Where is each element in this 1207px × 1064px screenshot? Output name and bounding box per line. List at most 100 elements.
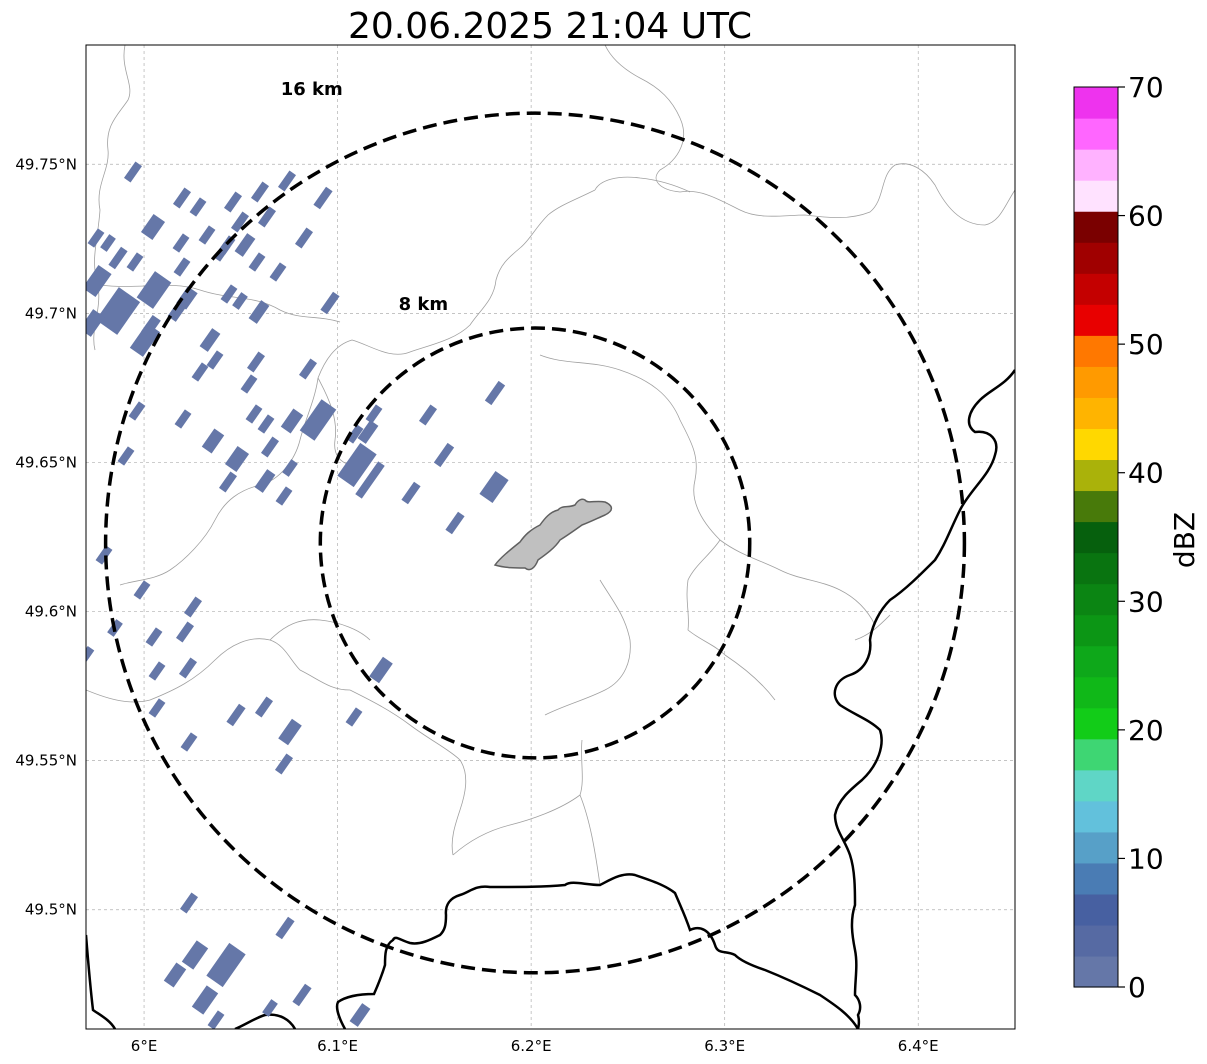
- radar-echo-cell: [260, 436, 280, 458]
- radar-echo-cell: [220, 284, 238, 304]
- colorbar-tick-label: 20: [1128, 714, 1164, 747]
- colorbar-segment: [1074, 614, 1118, 647]
- range-ring-labels: 8 km 16 km: [281, 79, 448, 315]
- radar-echo-cell: [433, 442, 455, 468]
- colorbar-segment: [1074, 490, 1118, 523]
- colorbar-segment: [1074, 831, 1118, 864]
- commune-boundary-line: [724, 654, 776, 701]
- commune-boundary-line: [686, 539, 726, 656]
- lat-tick-label: 49.7°N: [25, 304, 77, 322]
- national-border: [86, 369, 1015, 1029]
- radar-echo-cell: [133, 580, 151, 600]
- lon-tick-label: 6°E: [131, 1037, 158, 1055]
- border-east: [833, 369, 1015, 1029]
- range-rings: [103, 111, 967, 975]
- colorbar-frame: [1073, 86, 1119, 988]
- radar-echo-cell: [320, 291, 340, 315]
- radar-echo-cell: [207, 1010, 225, 1029]
- radar-echo-cell: [262, 999, 278, 1017]
- radar-echo-cell: [346, 424, 364, 444]
- colorbar-segment: [1074, 676, 1118, 709]
- colorbar-segment: [1074, 459, 1118, 492]
- range-ring-label: 8 km: [399, 294, 449, 315]
- radar-echo-cell: [108, 246, 128, 270]
- commune-boundary-line: [317, 189, 596, 379]
- commune-boundary-line: [269, 619, 371, 641]
- radar-echo-cell: [479, 470, 509, 504]
- radar-echo-cell: [277, 170, 297, 192]
- commune-boundary-line: [604, 45, 1015, 226]
- radar-echo-cell: [484, 380, 506, 406]
- radar-echo-cell: [248, 252, 266, 272]
- lon-tick-label: 6.2°E: [511, 1037, 552, 1055]
- radar-echo-cell: [126, 252, 144, 272]
- radar-echo-cell: [257, 414, 275, 434]
- radar-echo-cell: [173, 257, 191, 277]
- commune-boundaries: [86, 45, 1015, 886]
- radar-echo-cell: [224, 445, 250, 473]
- colorbar-tick-label: 70: [1128, 71, 1164, 104]
- radar-echo-cell: [278, 718, 302, 746]
- radar-echo-cell: [294, 227, 314, 249]
- radar-echo-cell: [86, 264, 112, 298]
- lon-tick-label: 6.3°E: [704, 1037, 745, 1055]
- colorbar-segment: [1074, 242, 1118, 274]
- radar-echo-cell: [87, 228, 105, 248]
- colorbar-segment: [1074, 738, 1118, 771]
- radar-echo-cell: [299, 399, 337, 441]
- radar-echo-cell: [282, 459, 298, 477]
- colorbar-segment: [1074, 707, 1118, 740]
- radar-echo-cell: [240, 374, 258, 394]
- radar-echo-cell: [269, 262, 287, 282]
- colorbar-tick-label: 40: [1128, 457, 1164, 490]
- radar-echo-cell: [349, 1003, 371, 1027]
- radar-echo-cell: [418, 404, 438, 426]
- radar-echo-cell: [206, 942, 246, 988]
- colorbar-tick-label: 10: [1128, 842, 1164, 875]
- map-frame: [85, 44, 1016, 1030]
- colorbar-segment: [1074, 335, 1118, 367]
- colorbar-segment: [1074, 645, 1118, 678]
- colorbar-segment: [1074, 428, 1118, 461]
- radar-echo-cell: [198, 225, 216, 245]
- radar-echo-cell: [445, 511, 465, 535]
- commune-boundary-line: [544, 579, 631, 716]
- radar-echo-cell: [128, 401, 146, 421]
- figure-title: 20.06.2025 21:04 UTC: [348, 6, 752, 47]
- colorbar-segment: [1074, 552, 1118, 585]
- colorbar-segment: [1074, 862, 1118, 895]
- lon-tick-label: 6.4°E: [898, 1037, 939, 1055]
- axis-labels: 6°E 6.1°E 6.2°E 6.3°E 6.4°E 49.75°N 49.7°N 49.6…: [15, 155, 938, 1055]
- commune-boundary-line: [854, 614, 891, 641]
- range-ring-8km: [318, 326, 752, 760]
- radar-echo-cell: [337, 442, 377, 488]
- colorbar-tick-label: 50: [1128, 328, 1164, 361]
- radar-echo-cell: [292, 983, 312, 1007]
- colorbar-segment: [1074, 521, 1118, 554]
- radar-echo-cell: [223, 191, 243, 213]
- colorbar-segment: [1074, 800, 1118, 833]
- commune-boundary-line: [349, 689, 467, 856]
- colorbar-segment: [1074, 769, 1118, 802]
- commune-boundary-line: [452, 794, 601, 886]
- colorbar-segment: [1074, 211, 1118, 243]
- radar-echo-cell: [280, 408, 304, 434]
- radar-echo-cell: [250, 181, 270, 203]
- radar-echo-cell: [141, 314, 161, 338]
- radar-echo-cell: [191, 362, 209, 382]
- radar-echo-cell: [199, 328, 221, 352]
- colorbar-segment: [1074, 893, 1118, 926]
- radar-echo-cell: [275, 916, 295, 940]
- range-ring-16km: [103, 111, 967, 975]
- commune-boundary-line: [594, 176, 691, 193]
- radar-echo-cell: [148, 698, 166, 718]
- radar-echo-cell: [313, 186, 333, 210]
- commune-boundary-line: [579, 739, 583, 796]
- radar-echo-cell: [172, 233, 190, 253]
- radar-echo-cell: [100, 234, 116, 252]
- radar-echo-cell: [357, 420, 379, 444]
- radar-echo-cell: [226, 703, 246, 727]
- colorbar-segment: [1074, 924, 1118, 957]
- radar-echo-cell: [86, 309, 105, 337]
- colorbar-segment: [1074, 180, 1118, 212]
